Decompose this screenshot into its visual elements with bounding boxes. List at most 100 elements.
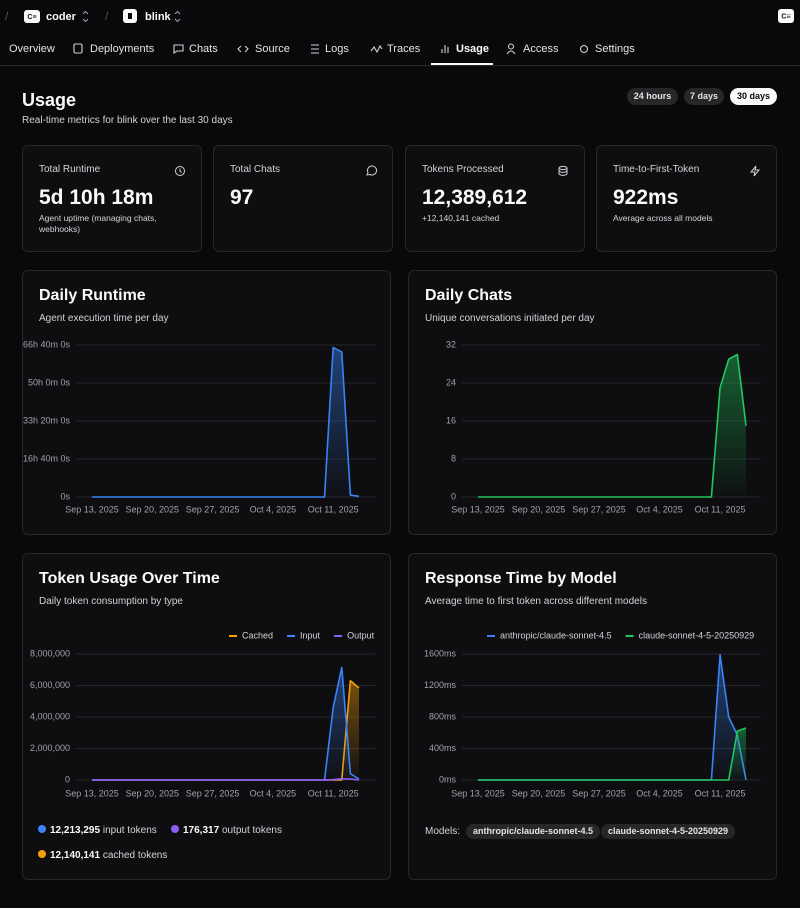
chart-title: Daily Chats: [425, 287, 513, 304]
nav-tab-active[interactable]: Usage: [456, 43, 490, 55]
total-dot: [38, 825, 46, 833]
x-tick-label: Sep 13, 2025: [65, 788, 119, 798]
legend-label: Cached: [242, 630, 273, 640]
y-tick-label: 8: [451, 453, 456, 463]
nav-tab[interactable]: Logs: [325, 43, 349, 55]
page-subtitle: Real-time metrics for blink over the las…: [22, 115, 233, 126]
x-tick-label: Oct 11, 2025: [695, 504, 746, 514]
project-name[interactable]: blink: [145, 11, 171, 23]
x-tick-label: Sep 20, 2025: [512, 504, 566, 514]
range-button[interactable]: 24 hours: [627, 88, 678, 105]
stat-card: Time-to-First-Token 922ms Average across…: [596, 145, 777, 252]
x-tick-label: Sep 27, 2025: [572, 504, 626, 514]
org-name[interactable]: coder: [46, 11, 76, 23]
x-tick-label: Oct 4, 2025: [250, 504, 297, 514]
y-tick-label: 33h 20m 0s: [23, 415, 71, 425]
x-tick-label: Oct 4, 2025: [636, 504, 683, 514]
x-tick-label: Oct 11, 2025: [308, 788, 359, 798]
nav-tab[interactable]: Deployments: [90, 43, 155, 55]
total-value: 12,213,295: [50, 825, 101, 836]
x-tick-label: Sep 27, 2025: [186, 788, 240, 798]
token-total: 176,317 output tokens: [171, 825, 282, 836]
series-line: [92, 679, 360, 781]
y-tick-label: 800ms: [429, 711, 457, 721]
series-area: [478, 354, 746, 497]
chart-title: Response Time by Model: [425, 570, 617, 587]
chat-icon: [366, 165, 377, 176]
nav-tab[interactable]: Settings: [595, 43, 635, 55]
legend-label: claude-sonnet-4-5-20250929: [639, 630, 755, 640]
stat-label: Total Runtime: [39, 164, 101, 175]
series-area: [92, 667, 359, 780]
y-tick-label: 0: [451, 491, 456, 501]
svg-text:/: /: [105, 9, 109, 23]
series-line: [92, 346, 360, 498]
x-tick-label: Sep 13, 2025: [451, 788, 505, 798]
page-title: Usage: [22, 90, 77, 110]
total-value: 176,317: [183, 825, 220, 836]
y-tick-label: 1600ms: [424, 648, 457, 658]
stat-label: Time-to-First-Token: [613, 164, 700, 175]
zap-icon: [749, 165, 761, 177]
nav-tab[interactable]: Overview: [9, 43, 55, 55]
y-tick-label: 0s: [60, 491, 70, 501]
y-tick-label: 32: [446, 339, 456, 349]
chart-subtitle: Agent execution time per day: [39, 313, 169, 324]
series-area: [92, 680, 359, 780]
x-tick-label: Sep 13, 2025: [451, 504, 505, 514]
nav-tab[interactable]: Access: [523, 43, 559, 55]
stat-card: Total Runtime 5d 10h 18m Agent uptime (m…: [22, 145, 202, 252]
stat-note: Average across all models: [613, 213, 713, 223]
chart-title: Daily Runtime: [39, 287, 146, 304]
y-tick-label: 0ms: [439, 774, 457, 784]
chart-subtitle: Daily token consumption by type: [39, 596, 183, 607]
topbar-icons: / C≡ / C≡: [0, 9, 800, 66]
y-tick-label: 66h 40m 0s: [23, 339, 71, 349]
stat-value: 5d 10h 18m: [39, 186, 154, 209]
x-tick-label: Sep 20, 2025: [512, 788, 566, 798]
token-total: 12,213,295 input tokens: [38, 825, 157, 836]
stat-note: Agent uptime (managing chats, webhooks): [39, 213, 157, 234]
x-tick-label: Sep 13, 2025: [65, 504, 119, 514]
series-area: [478, 728, 746, 780]
total-label: output tokens: [221, 825, 282, 836]
total-label: cached tokens: [102, 850, 168, 861]
y-tick-label: 4,000,000: [30, 711, 70, 721]
nav-tab[interactable]: Chats: [189, 43, 218, 55]
stat-card: Tokens Processed 12,389,612 +12,140,141 …: [405, 145, 585, 252]
nav-tab[interactable]: Traces: [387, 43, 421, 55]
models-label: Models:: [425, 826, 461, 837]
x-tick-label: Oct 11, 2025: [695, 788, 746, 798]
y-tick-label: 2,000,000: [30, 743, 70, 753]
x-tick-label: Sep 27, 2025: [572, 788, 626, 798]
clock-icon: [175, 166, 185, 176]
token-total: 12,140,141 cached tokens: [38, 850, 167, 861]
x-tick-label: Sep 20, 2025: [126, 788, 180, 798]
model-chip: anthropic/claude-sonnet-4.5: [466, 824, 601, 839]
stat-value: 922ms: [613, 186, 679, 209]
legend-label: anthropic/claude-sonnet-4.5: [500, 630, 612, 640]
series-area: [92, 347, 359, 497]
range-button-active[interactable]: 30 days: [730, 88, 777, 105]
y-tick-label: 400ms: [429, 743, 457, 753]
total-label: input tokens: [102, 825, 157, 836]
y-tick-label: 1200ms: [424, 680, 457, 690]
x-tick-label: Oct 11, 2025: [308, 504, 359, 514]
x-tick-label: Sep 27, 2025: [186, 504, 240, 514]
total-dot: [38, 850, 46, 858]
database-icon: [558, 165, 568, 176]
svg-text:/: /: [5, 9, 9, 23]
model-chip: claude-sonnet-4-5-20250929: [601, 824, 736, 839]
nav-tab[interactable]: Source: [255, 43, 290, 55]
range-button[interactable]: 7 days: [684, 88, 724, 105]
stat-value: 12,389,612: [422, 186, 528, 209]
svg-text:C≡: C≡: [781, 13, 790, 20]
stat-card: Total Chats 97: [213, 145, 393, 252]
y-tick-label: 24: [446, 377, 456, 387]
x-tick-label: Oct 4, 2025: [636, 788, 683, 798]
y-tick-label: 8,000,000: [30, 648, 70, 658]
stat-label: Total Chats: [230, 164, 281, 175]
total-value: 12,140,141: [50, 850, 101, 861]
